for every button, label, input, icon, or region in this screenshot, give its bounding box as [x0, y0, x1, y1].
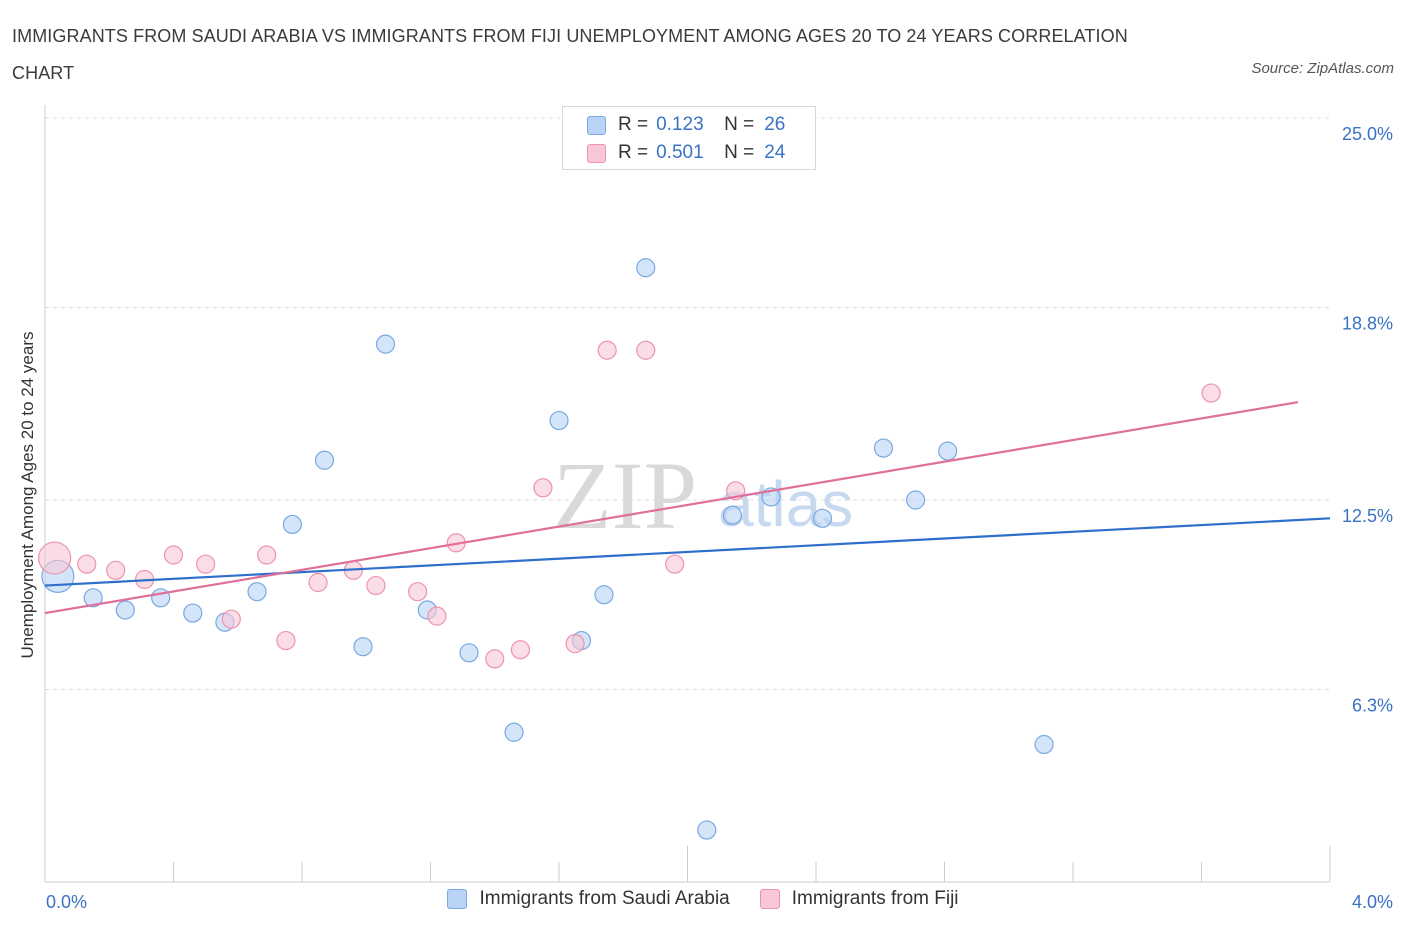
y-tick-label: 6.3%	[1352, 695, 1393, 715]
point-fiji	[565, 634, 585, 654]
point-fiji	[485, 649, 505, 669]
legend-row-fiji: R = 0.501 N = 24	[587, 140, 785, 166]
point-fiji	[636, 340, 656, 360]
trend-lines	[44, 401, 1331, 615]
point-fiji	[257, 545, 277, 565]
point-saudi-arabia	[314, 450, 335, 470]
axes	[44, 105, 1331, 883]
point-saudi-arabia	[504, 722, 524, 742]
point-fiji	[106, 560, 126, 580]
r-label: R =	[618, 142, 649, 163]
point-saudi-arabia	[938, 441, 958, 461]
point-fiji	[221, 609, 241, 629]
point-saudi-arabia	[722, 505, 743, 525]
y-tick-label: 12.5%	[1342, 506, 1393, 526]
point-fiji	[163, 545, 184, 565]
point-fiji	[665, 554, 685, 574]
point-saudi-arabia	[905, 490, 926, 510]
series-legend: Immigrants from Saudi Arabia Immigrants …	[0, 888, 1406, 910]
point-fiji	[38, 541, 72, 575]
n-value: 24	[764, 142, 786, 163]
watermark: ZIP atlas	[553, 442, 853, 549]
point-fiji	[533, 478, 553, 498]
point-fiji	[597, 340, 617, 360]
point-saudi-arabia	[183, 603, 203, 623]
legend-swatch-pink	[587, 143, 606, 163]
trend-line-saudi-arabia	[44, 517, 1331, 587]
r-value: 0.501	[656, 142, 704, 163]
x-tick-label: 0.0%	[46, 892, 87, 912]
point-saudi-arabia	[873, 438, 894, 458]
x-tick-label: 4.0%	[1352, 892, 1393, 912]
correlation-legend: R = 0.123 N = 26 R = 0.501 N = 24	[562, 106, 816, 170]
point-fiji	[276, 630, 296, 651]
point-saudi-arabia	[549, 410, 569, 431]
r-label: R =	[618, 114, 649, 135]
r-value: 0.123	[656, 114, 704, 135]
legend-label: Immigrants from Saudi Arabia	[479, 888, 730, 909]
legend-swatch-blue	[447, 889, 468, 909]
legend-item-saudi-arabia[interactable]: Immigrants from Saudi Arabia	[447, 888, 730, 910]
point-fiji	[196, 554, 216, 574]
y-tick-label: 18.8%	[1342, 313, 1393, 333]
point-fiji	[77, 554, 97, 574]
point-saudi-arabia	[636, 258, 656, 278]
point-fiji	[427, 606, 447, 626]
watermark-zip: ZIP	[553, 442, 697, 549]
n-value: 26	[764, 114, 786, 135]
legend-row-saudi-arabia: R = 0.123 N = 26	[587, 112, 785, 138]
point-fiji	[408, 582, 428, 602]
gridlines	[45, 117, 1330, 690]
point-saudi-arabia	[375, 334, 396, 354]
watermark-atlas: atlas	[718, 468, 853, 540]
chart-title: IMMIGRANTS FROM SAUDI ARABIA VS IMMIGRAN…	[12, 26, 1128, 83]
n-label: N =	[724, 142, 755, 163]
point-saudi-arabia	[282, 514, 302, 535]
legend-item-fiji[interactable]: Immigrants from Fiji	[759, 888, 959, 910]
n-label: N =	[724, 114, 755, 135]
tick-labels: 6.3% 12.5% 18.8% 25.0% 0.0% 4.0%	[46, 124, 1393, 912]
source-label: Source: ZipAtlas.com	[1251, 60, 1394, 77]
point-saudi-arabia	[459, 643, 479, 663]
legend-swatch-pink	[759, 889, 780, 909]
point-fiji	[366, 575, 386, 596]
trend-line-fiji	[44, 401, 1299, 615]
point-saudi-arabia	[83, 588, 103, 608]
point-saudi-arabia	[115, 600, 135, 620]
point-saudi-arabia	[697, 820, 717, 840]
point-saudi-arabia	[247, 582, 267, 602]
point-fiji	[1201, 383, 1221, 403]
legend-label: Immigrants from Fiji	[791, 888, 959, 909]
point-saudi-arabia	[812, 508, 833, 528]
point-fiji	[308, 572, 328, 593]
point-saudi-arabia	[594, 585, 614, 605]
point-fiji	[510, 640, 531, 660]
y-tick-label: 25.0%	[1342, 124, 1393, 144]
data-points	[38, 258, 1221, 840]
point-saudi-arabia	[1034, 734, 1054, 755]
point-saudi-arabia	[353, 637, 373, 657]
legend-swatch-blue	[587, 115, 606, 135]
